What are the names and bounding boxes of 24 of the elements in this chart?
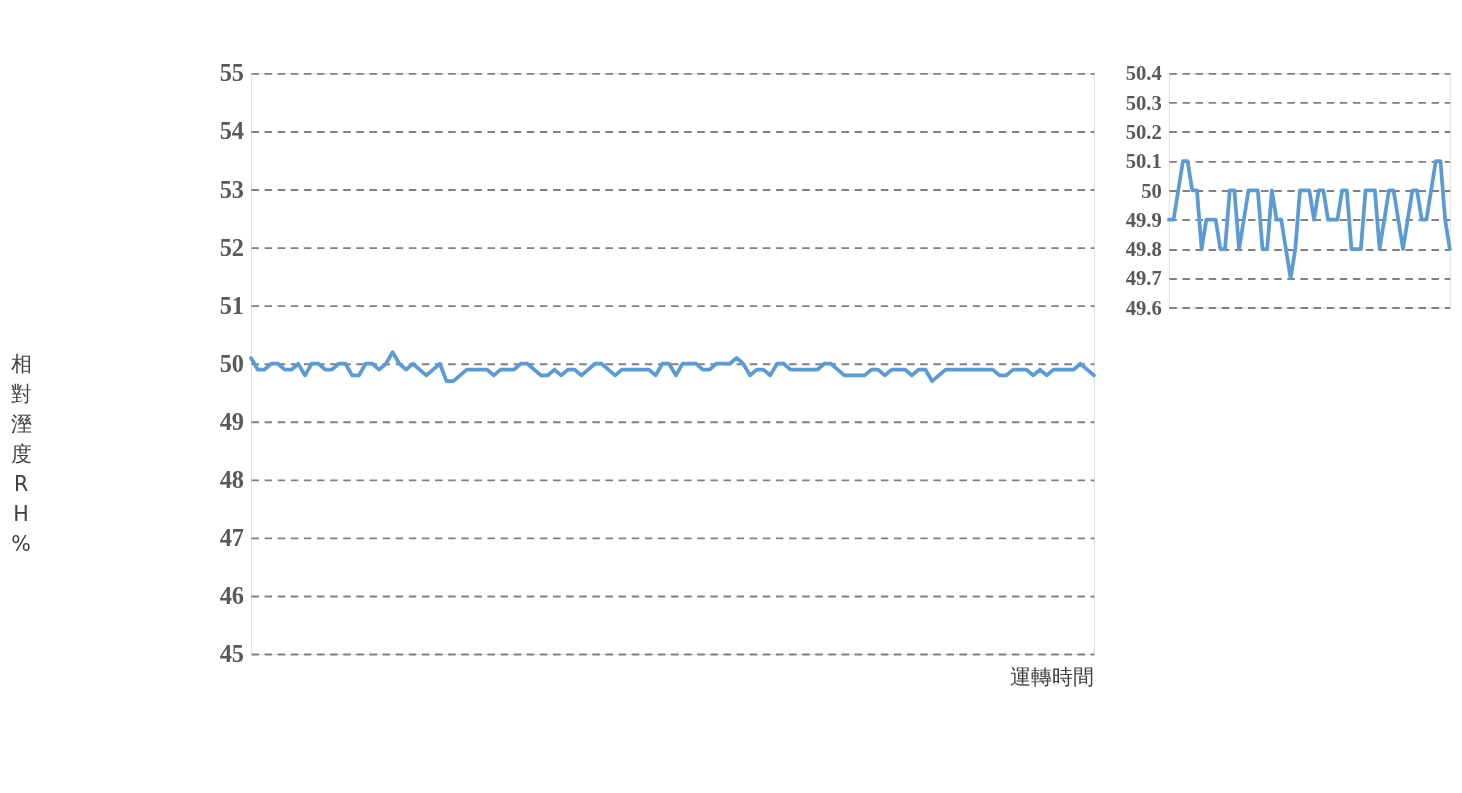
y-tick-label: 49.6 [1125, 296, 1162, 319]
y-tick-label: 50.2 [1125, 120, 1162, 143]
y-tick-label: 49.8 [1125, 238, 1162, 261]
y-tick-label: 47 [219, 523, 244, 551]
y-tick-label: 55 [219, 59, 244, 87]
y-axis-title: 相對溼度RH% [10, 351, 32, 556]
y-tick-label: 50 [219, 349, 244, 377]
y-tick-label: 50.3 [1125, 91, 1162, 114]
y-tick-label: 45 [219, 640, 244, 668]
y-tick-label: 53 [219, 175, 244, 203]
y-tick-label: 50.4 [1125, 62, 1162, 85]
y-tick-label: 51 [219, 291, 244, 319]
y-tick-label: 48 [219, 465, 244, 493]
y-tick-label: 50.1 [1125, 150, 1162, 173]
y-tick-label: 49 [219, 407, 244, 435]
y-tick-label: 49.9 [1125, 208, 1162, 231]
y-tick-label: 52 [219, 233, 244, 261]
y-tick-label: 50 [1141, 179, 1162, 202]
line-series [1166, 159, 1452, 281]
y-tick-label: 54 [219, 117, 244, 145]
y-tick-label: 49.7 [1125, 267, 1162, 290]
line-series [249, 350, 1096, 384]
x-axis-title: 運轉時間 [1010, 664, 1095, 689]
y-tick-label: 46 [219, 581, 244, 609]
